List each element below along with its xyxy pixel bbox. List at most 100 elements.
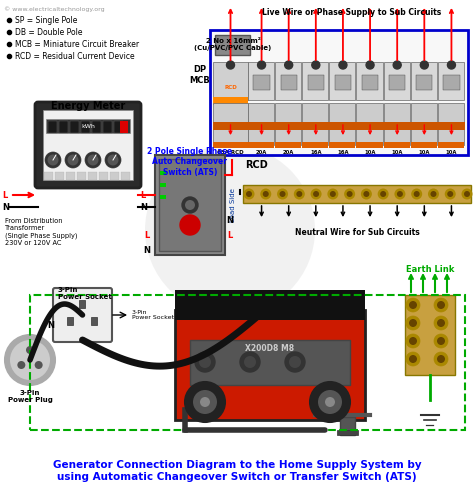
Text: N: N — [2, 203, 9, 212]
Bar — [55, 172, 64, 180]
Bar — [302, 142, 328, 148]
Circle shape — [289, 356, 301, 368]
Bar — [329, 62, 356, 100]
Bar — [77, 172, 86, 180]
Bar — [362, 75, 378, 90]
Text: 2 Pole Single Phase
Auto Changeover
Switch (ATS): 2 Pole Single Phase Auto Changeover Swit… — [147, 147, 233, 177]
Bar — [275, 142, 301, 148]
Bar — [243, 185, 471, 203]
Bar — [121, 172, 130, 180]
Text: 10A: 10A — [419, 149, 430, 154]
Bar — [81, 121, 90, 133]
Bar — [443, 75, 460, 90]
Circle shape — [244, 189, 255, 200]
Bar — [248, 142, 274, 148]
Circle shape — [393, 61, 401, 69]
Circle shape — [5, 335, 55, 385]
Text: 10A: 10A — [446, 149, 457, 154]
Circle shape — [310, 382, 350, 422]
Text: 2 No x 16mm²
(Cu/PVC/PVC Cable): 2 No x 16mm² (Cu/PVC/PVC Cable) — [194, 38, 272, 51]
Bar — [159, 159, 221, 251]
Bar — [88, 172, 97, 180]
Bar — [337, 430, 358, 435]
Circle shape — [428, 189, 439, 200]
Circle shape — [244, 356, 256, 368]
Bar — [175, 290, 365, 320]
Circle shape — [409, 319, 417, 327]
Text: 3-Pin
Power Socket: 3-Pin Power Socket — [132, 310, 174, 320]
Bar — [48, 121, 57, 133]
Circle shape — [240, 352, 260, 372]
Bar — [302, 103, 328, 145]
Bar — [438, 103, 464, 145]
Text: 16A: 16A — [310, 149, 322, 154]
Text: Neutral Wire for Sub Circuits: Neutral Wire for Sub Circuits — [295, 228, 419, 237]
Bar — [383, 103, 410, 145]
Text: X200D8 M8: X200D8 M8 — [246, 344, 294, 353]
Circle shape — [462, 189, 473, 200]
Circle shape — [420, 61, 428, 69]
Circle shape — [328, 189, 338, 200]
Text: SP = Single Pole: SP = Single Pole — [15, 15, 77, 24]
Text: MCB = Miniature Circuit Breaker: MCB = Miniature Circuit Breaker — [15, 39, 139, 48]
Bar — [383, 142, 410, 148]
Text: 63A RCD: 63A RCD — [217, 149, 244, 154]
Circle shape — [378, 189, 389, 200]
Bar — [438, 142, 464, 148]
Text: 10A: 10A — [365, 149, 376, 154]
Bar — [114, 121, 123, 133]
Circle shape — [199, 356, 211, 368]
Bar — [383, 62, 410, 100]
Circle shape — [409, 355, 417, 363]
Bar — [302, 62, 328, 100]
Text: RCD = Residual Current Device: RCD = Residual Current Device — [15, 51, 135, 60]
Text: kWh: kWh — [81, 124, 95, 128]
Bar — [356, 142, 383, 148]
Text: N: N — [227, 216, 234, 225]
Bar — [59, 121, 68, 133]
Bar — [340, 417, 355, 435]
Circle shape — [310, 189, 321, 200]
Bar — [213, 122, 465, 130]
Bar — [99, 172, 108, 180]
Circle shape — [145, 145, 315, 315]
Circle shape — [294, 189, 305, 200]
Circle shape — [185, 382, 225, 422]
Bar — [254, 75, 270, 90]
Bar — [248, 103, 274, 145]
Text: using Automatic Changeover Switch or Transfer Switch (ATS): using Automatic Changeover Switch or Tra… — [57, 472, 417, 482]
Bar — [356, 62, 383, 100]
Circle shape — [406, 298, 420, 312]
Circle shape — [406, 352, 420, 366]
Bar — [308, 75, 324, 90]
Text: L: L — [2, 191, 7, 200]
Circle shape — [88, 154, 99, 165]
Bar — [213, 97, 248, 105]
Circle shape — [437, 355, 445, 363]
Circle shape — [434, 334, 448, 348]
Circle shape — [366, 61, 374, 69]
Text: RCD: RCD — [246, 160, 268, 170]
Bar — [216, 35, 250, 55]
Bar — [213, 142, 248, 148]
Circle shape — [445, 189, 456, 200]
Circle shape — [260, 189, 271, 200]
Bar — [80, 300, 85, 308]
Bar — [405, 295, 455, 375]
Circle shape — [394, 189, 405, 200]
Bar — [213, 62, 248, 100]
Bar — [160, 171, 166, 175]
Circle shape — [180, 215, 200, 235]
Circle shape — [18, 361, 25, 369]
Circle shape — [280, 191, 285, 197]
Circle shape — [406, 334, 420, 348]
Circle shape — [397, 191, 403, 197]
Circle shape — [227, 61, 235, 69]
Text: Earth Link: Earth Link — [406, 265, 454, 274]
Bar — [92, 121, 101, 133]
Circle shape — [380, 191, 386, 197]
Bar — [389, 75, 405, 90]
Circle shape — [437, 319, 445, 327]
Bar — [190, 340, 350, 385]
Text: L: L — [140, 191, 145, 200]
